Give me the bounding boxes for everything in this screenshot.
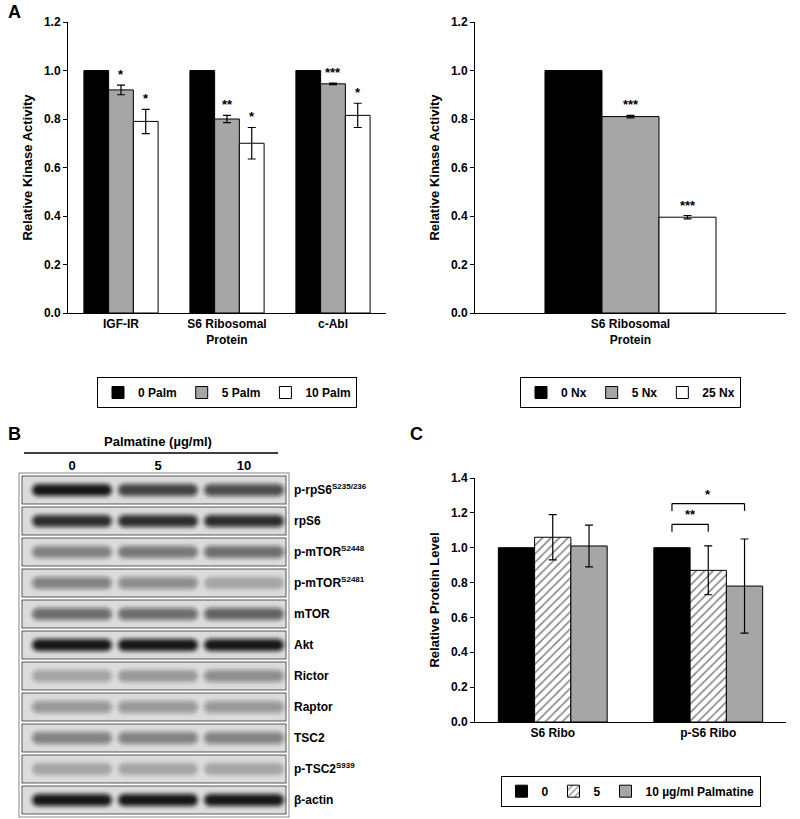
svg-text:1.2: 1.2 bbox=[44, 15, 61, 29]
svg-text:p-mTORS2448: p-mTORS2448 bbox=[294, 544, 365, 559]
svg-text:p-TSC2S939: p-TSC2S939 bbox=[294, 761, 355, 776]
svg-text:0 Palm: 0 Palm bbox=[138, 386, 177, 400]
svg-text:0.4: 0.4 bbox=[451, 645, 468, 659]
svg-text:Raptor: Raptor bbox=[294, 700, 333, 714]
svg-text:**: ** bbox=[685, 507, 696, 522]
svg-text:0.8: 0.8 bbox=[44, 112, 61, 126]
svg-text:S6 Ribo: S6 Ribo bbox=[530, 726, 575, 740]
svg-text:0.6: 0.6 bbox=[451, 611, 468, 625]
svg-text:S6 RibosomalProtein: S6 RibosomalProtein bbox=[187, 317, 266, 347]
svg-text:1.0: 1.0 bbox=[451, 541, 468, 555]
svg-text:0.2: 0.2 bbox=[44, 258, 61, 272]
svg-text:β-actin: β-actin bbox=[294, 793, 333, 807]
svg-text:10 µg/ml Palmatine: 10 µg/ml Palmatine bbox=[646, 785, 755, 799]
svg-text:**: ** bbox=[222, 97, 233, 112]
svg-text:0 Nx: 0 Nx bbox=[561, 386, 587, 400]
svg-text:p-S6 Ribo: p-S6 Ribo bbox=[680, 726, 736, 740]
svg-text:*: * bbox=[249, 109, 255, 124]
svg-text:*: * bbox=[118, 67, 124, 82]
svg-text:S6 RibosomalProtein: S6 RibosomalProtein bbox=[591, 317, 670, 347]
svg-text:5 Nx: 5 Nx bbox=[632, 386, 658, 400]
svg-text:5: 5 bbox=[154, 458, 161, 473]
svg-text:0.4: 0.4 bbox=[44, 209, 61, 223]
html-text:B: B bbox=[8, 424, 21, 444]
svg-text:0.0: 0.0 bbox=[44, 306, 61, 320]
svg-text:rpS6: rpS6 bbox=[294, 514, 321, 528]
svg-text:Relative Kinase Activity: Relative Kinase Activity bbox=[427, 94, 442, 241]
svg-text:0.8: 0.8 bbox=[451, 576, 468, 590]
svg-text:1.2: 1.2 bbox=[451, 15, 468, 29]
svg-text:*: * bbox=[705, 487, 711, 502]
svg-text:mTOR: mTOR bbox=[294, 607, 330, 621]
svg-text:0.6: 0.6 bbox=[451, 161, 468, 175]
svg-text:Rictor: Rictor bbox=[294, 669, 329, 683]
svg-text:c-Abl: c-Abl bbox=[318, 317, 348, 331]
svg-text:Palmatine (µg/ml): Palmatine (µg/ml) bbox=[104, 434, 212, 449]
svg-text:p-rpS6S235/236: p-rpS6S235/236 bbox=[294, 482, 367, 497]
svg-text:0.8: 0.8 bbox=[451, 112, 468, 126]
svg-text:*: * bbox=[143, 91, 149, 106]
svg-text:0.4: 0.4 bbox=[451, 209, 468, 223]
svg-text:Relative Kinase Activity: Relative Kinase Activity bbox=[20, 94, 35, 241]
svg-text:0.2: 0.2 bbox=[451, 680, 468, 694]
svg-text:10 Palm: 10 Palm bbox=[305, 386, 350, 400]
svg-text:5 Palm: 5 Palm bbox=[222, 386, 261, 400]
svg-text:0.0: 0.0 bbox=[451, 306, 468, 320]
svg-text:0.2: 0.2 bbox=[451, 258, 468, 272]
svg-text:TSC2: TSC2 bbox=[294, 731, 325, 745]
svg-text:1.0: 1.0 bbox=[451, 64, 468, 78]
svg-text:*: * bbox=[355, 85, 361, 100]
svg-text:***: *** bbox=[325, 65, 341, 80]
svg-text:Akt: Akt bbox=[294, 638, 313, 652]
svg-text:1.0: 1.0 bbox=[44, 64, 61, 78]
html-text:A: A bbox=[8, 2, 21, 22]
svg-text:0.6: 0.6 bbox=[44, 161, 61, 175]
svg-text:Relative Protein Level: Relative Protein Level bbox=[427, 532, 442, 667]
svg-text:***: *** bbox=[680, 198, 696, 213]
svg-text:0: 0 bbox=[68, 458, 75, 473]
svg-text:p-mTORS2481: p-mTORS2481 bbox=[294, 575, 365, 590]
svg-text:1.4: 1.4 bbox=[451, 471, 468, 485]
svg-text:0.0: 0.0 bbox=[451, 715, 468, 729]
svg-text:5: 5 bbox=[594, 785, 601, 799]
svg-text:IGF-IR: IGF-IR bbox=[103, 317, 139, 331]
svg-text:0: 0 bbox=[542, 785, 549, 799]
svg-text:***: *** bbox=[623, 97, 639, 112]
svg-text:10: 10 bbox=[237, 458, 251, 473]
html-text:C: C bbox=[410, 424, 423, 444]
svg-text:25 Nx: 25 Nx bbox=[702, 386, 734, 400]
svg-text:1.2: 1.2 bbox=[451, 506, 468, 520]
